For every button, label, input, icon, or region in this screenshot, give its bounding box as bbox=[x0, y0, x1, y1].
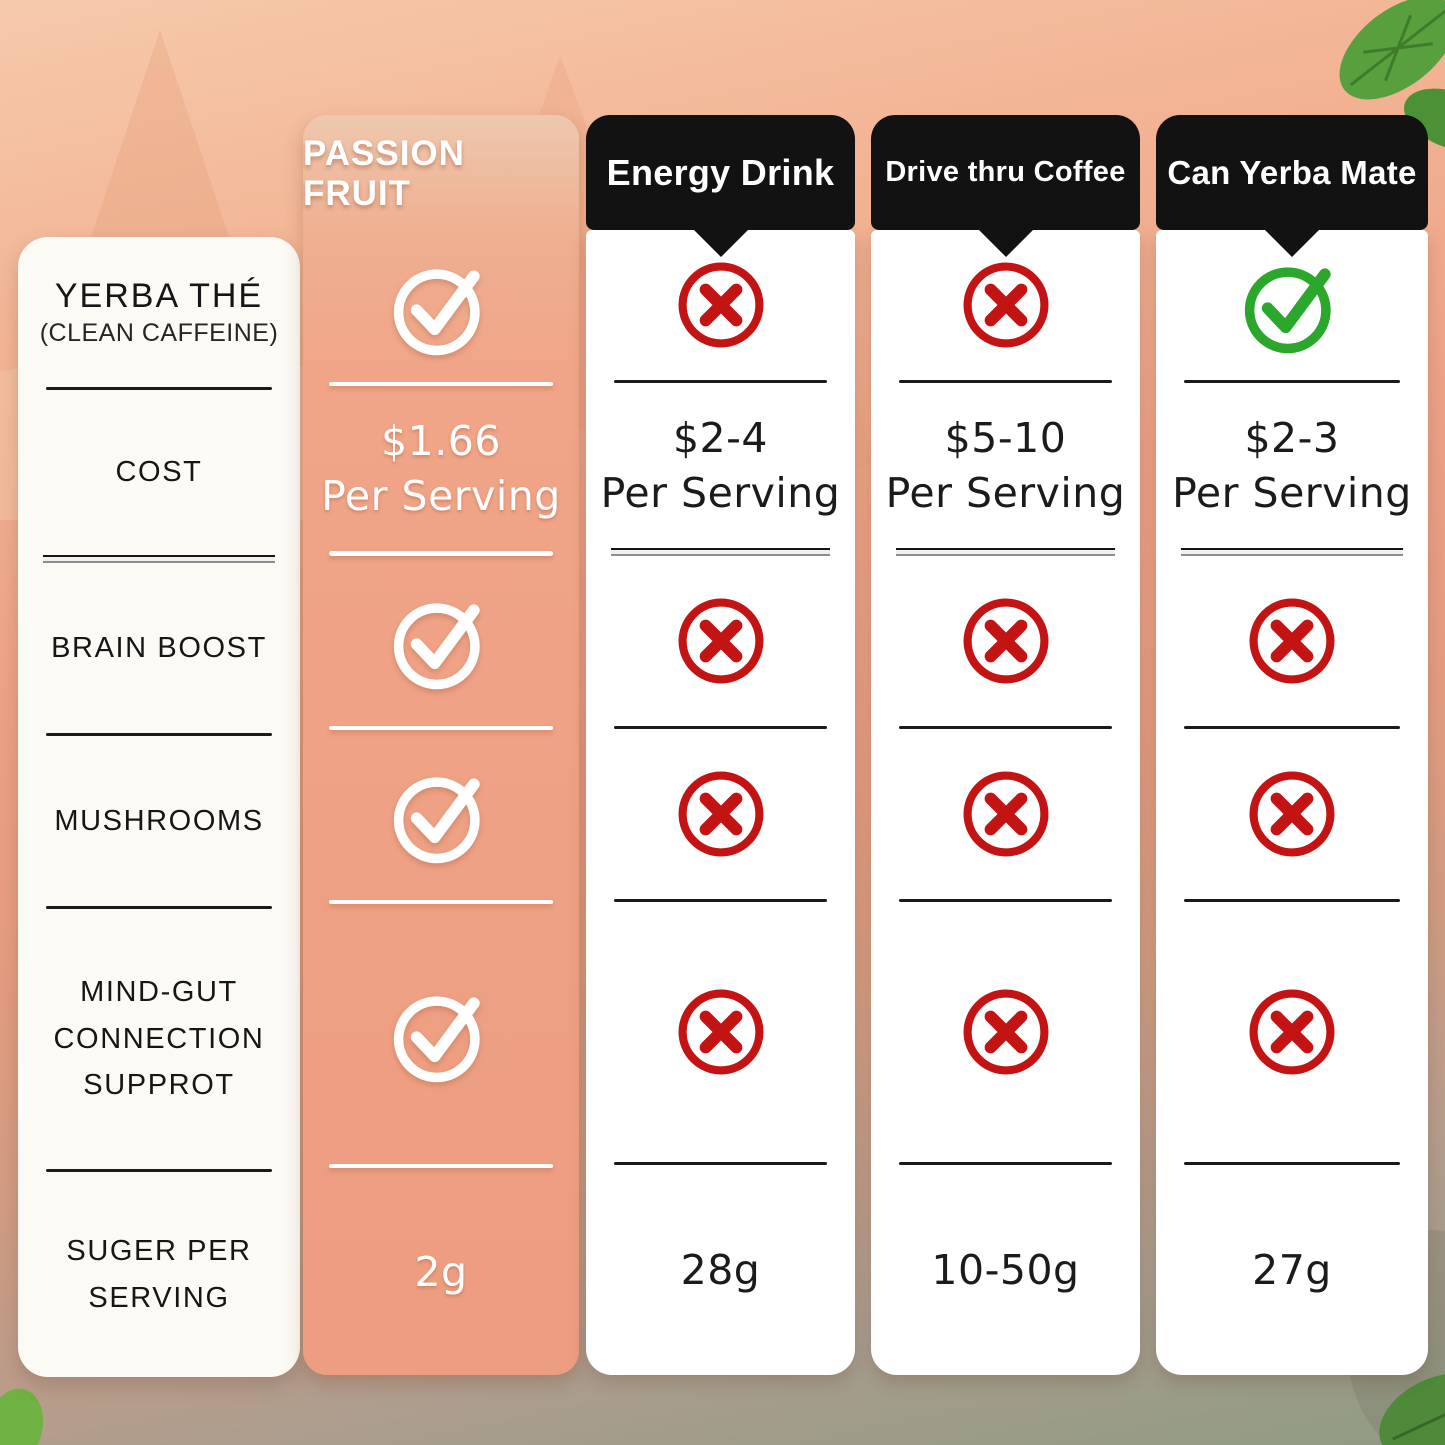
cell-drive-sugar: 10-50g bbox=[871, 1165, 1140, 1375]
cell-can-brain-boost bbox=[1156, 556, 1428, 726]
check-circle-icon bbox=[388, 981, 494, 1087]
check-circle-icon bbox=[388, 762, 494, 868]
cell-drive-mind-gut bbox=[871, 902, 1140, 1162]
row-divider bbox=[1184, 1162, 1400, 1165]
tab-label: Drive thru Coffee bbox=[885, 156, 1126, 188]
row-divider bbox=[899, 1162, 1112, 1165]
x-circle-icon bbox=[1244, 766, 1340, 862]
row-divider bbox=[1184, 726, 1400, 729]
cost-unit: Per Serving bbox=[600, 468, 841, 517]
cell-energy-mind-gut bbox=[586, 902, 855, 1162]
x-circle-icon bbox=[673, 593, 769, 689]
column-passion-fruit: PASSION FRUIT $1.66 Per Serving 2g bbox=[303, 115, 579, 1375]
cell-can-mind-gut bbox=[1156, 902, 1428, 1162]
row-label-cost: COST bbox=[115, 456, 203, 489]
mint-leaf-icon bbox=[0, 1388, 43, 1445]
column-header-energy-drink: Energy Drink bbox=[586, 115, 855, 230]
cell-drive-mushrooms bbox=[871, 729, 1140, 899]
row-divider bbox=[899, 899, 1112, 902]
row-divider bbox=[329, 900, 553, 904]
x-circle-icon bbox=[673, 766, 769, 862]
row-divider bbox=[46, 906, 272, 909]
row-label-mind-gut: MIND-GUT CONNECTION SUPPROT bbox=[53, 976, 265, 1102]
row-label-title: YERBA THÉ bbox=[54, 277, 264, 316]
row-divider bbox=[46, 733, 272, 736]
cell-drive-brain-boost bbox=[871, 556, 1140, 726]
cost-unit: Per Serving bbox=[1172, 468, 1412, 517]
cell-can-sugar: 27g bbox=[1156, 1165, 1428, 1375]
tab-label: Energy Drink bbox=[606, 151, 835, 193]
row-divider-double bbox=[43, 555, 275, 563]
x-circle-icon bbox=[958, 257, 1054, 353]
check-circle-icon bbox=[388, 588, 494, 694]
sugar-value: 2g bbox=[414, 1247, 468, 1296]
row-divider bbox=[329, 382, 553, 386]
cell-passion-cost: $1.66 Per Serving bbox=[303, 386, 579, 551]
cost-value: $1.66 bbox=[381, 417, 501, 466]
row-divider bbox=[614, 380, 827, 383]
cost-unit: Per Serving bbox=[321, 471, 561, 520]
row-divider bbox=[46, 387, 272, 390]
column-header-drive-thru-coffee: Drive thru Coffee bbox=[871, 115, 1140, 230]
cell-energy-mushrooms bbox=[586, 729, 855, 899]
sugar-value: 28g bbox=[680, 1246, 761, 1294]
row-label-mushrooms: MUSHROOMS bbox=[54, 804, 264, 837]
cell-energy-sugar: 28g bbox=[586, 1165, 855, 1375]
cell-can-cost: $2-3 Per Serving bbox=[1156, 383, 1428, 548]
row-label-sugar: SUGER PER SERVING bbox=[66, 1235, 252, 1314]
row-divider bbox=[1184, 380, 1400, 383]
row-divider bbox=[329, 551, 553, 556]
row-divider bbox=[329, 1164, 553, 1168]
check-circle-icon bbox=[1239, 252, 1345, 358]
cell-can-mushrooms bbox=[1156, 729, 1428, 899]
check-circle-icon bbox=[388, 254, 494, 360]
cell-passion-brain-boost bbox=[303, 556, 579, 726]
cell-energy-cost: $2-4 Per Serving bbox=[586, 383, 855, 548]
cost-value: $5-10 bbox=[944, 414, 1067, 463]
x-circle-icon bbox=[1244, 593, 1340, 689]
cell-energy-brain-boost bbox=[586, 556, 855, 726]
row-label-clean-caffeine: YERBA THÉ (CLEAN CAFFEINE) bbox=[18, 237, 300, 387]
row-divider bbox=[329, 726, 553, 730]
column-can-yerba-mate: $2-3 Per Serving 27g bbox=[1156, 230, 1428, 1375]
row-divider bbox=[614, 1162, 827, 1165]
column-drive-thru-coffee: $5-10 Per Serving 10-50g bbox=[871, 230, 1140, 1375]
column-energy-drink: $2-4 Per Serving 28g bbox=[586, 230, 855, 1375]
cost-unit: Per Serving bbox=[885, 468, 1126, 517]
x-circle-icon bbox=[958, 766, 1054, 862]
cell-passion-clean-caffeine bbox=[303, 232, 579, 382]
row-divider bbox=[614, 726, 827, 729]
sugar-value: 27g bbox=[1252, 1246, 1332, 1294]
row-labels-card: YERBA THÉ (CLEAN CAFFEINE) COST BRAIN BO… bbox=[18, 237, 300, 1377]
column-header-can-yerba-mate: Can Yerba Mate bbox=[1156, 115, 1428, 230]
cell-passion-sugar: 2g bbox=[303, 1168, 579, 1375]
row-divider bbox=[1184, 899, 1400, 902]
row-divider-double bbox=[611, 548, 830, 556]
row-label-subtitle: (CLEAN CAFFEINE) bbox=[39, 318, 279, 347]
cell-passion-mushrooms bbox=[303, 730, 579, 900]
sugar-value: 10-50g bbox=[931, 1246, 1080, 1294]
x-circle-icon bbox=[673, 257, 769, 353]
tab-label: Can Yerba Mate bbox=[1167, 153, 1417, 191]
row-divider bbox=[614, 899, 827, 902]
x-circle-icon bbox=[958, 593, 1054, 689]
row-divider bbox=[899, 726, 1112, 729]
cell-passion-mind-gut bbox=[303, 904, 579, 1164]
x-circle-icon bbox=[673, 984, 769, 1080]
row-divider bbox=[46, 1169, 272, 1172]
row-label-brain-boost: BRAIN BOOST bbox=[51, 631, 267, 664]
cell-drive-cost: $5-10 Per Serving bbox=[871, 383, 1140, 548]
x-circle-icon bbox=[958, 984, 1054, 1080]
column-header-passion-fruit: PASSION FRUIT bbox=[303, 133, 465, 213]
row-divider-double bbox=[896, 548, 1115, 556]
row-divider-double bbox=[1181, 548, 1403, 556]
cost-value: $2-3 bbox=[1244, 414, 1340, 463]
x-circle-icon bbox=[1244, 984, 1340, 1080]
cost-value: $2-4 bbox=[672, 414, 769, 463]
mint-leaf-icon bbox=[1339, 0, 1445, 100]
row-divider bbox=[899, 380, 1112, 383]
